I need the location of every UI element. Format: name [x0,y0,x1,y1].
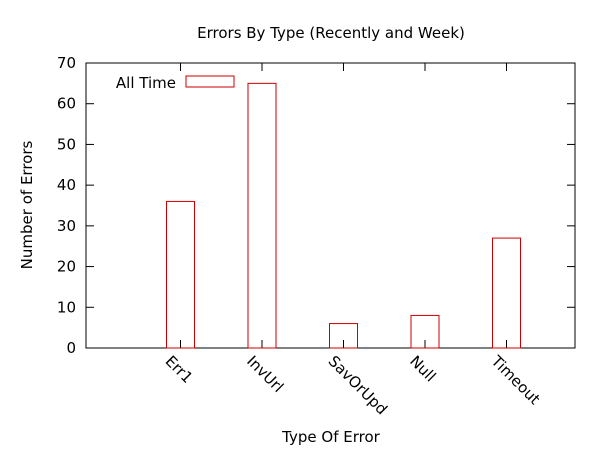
x-tick-label: InvUrl [243,352,287,396]
legend-swatch [185,75,235,88]
x-tick-label: Null [406,352,439,385]
chart-title: Errors By Type (Recently and Week) [197,24,465,42]
x-tick-label: SavOrUpd [325,352,391,418]
plot-frame [85,62,576,349]
y-tick-label: 20 [57,258,76,276]
y-tick-label: 30 [57,217,76,235]
legend-label: All Time [116,74,176,92]
y-tick-label: 70 [57,54,76,72]
y-tick-label: 50 [57,135,76,153]
bar-err1 [166,200,195,349]
bar-null [410,314,440,349]
bar-timeout [492,237,521,349]
y-tick-label: 10 [57,298,76,316]
y-axis-label: Number of Errors [18,141,36,270]
y-tick-label: 40 [57,176,76,194]
bar-invurl [247,82,277,349]
x-axis-label: Type Of Error [281,428,380,446]
legend: All Time [116,74,235,92]
y-tick-label: 0 [66,339,76,357]
x-tick-label: Timeout [487,351,544,408]
bar-savorupd [329,323,358,349]
x-tick-label: Err1 [162,352,197,387]
y-axis: 0 10 20 30 40 50 60 70 [57,54,575,357]
y-tick-label: 60 [57,95,76,113]
x-axis: Err1 InvUrl SavOrUpd Null Timeout [162,63,544,418]
bars [166,82,521,349]
